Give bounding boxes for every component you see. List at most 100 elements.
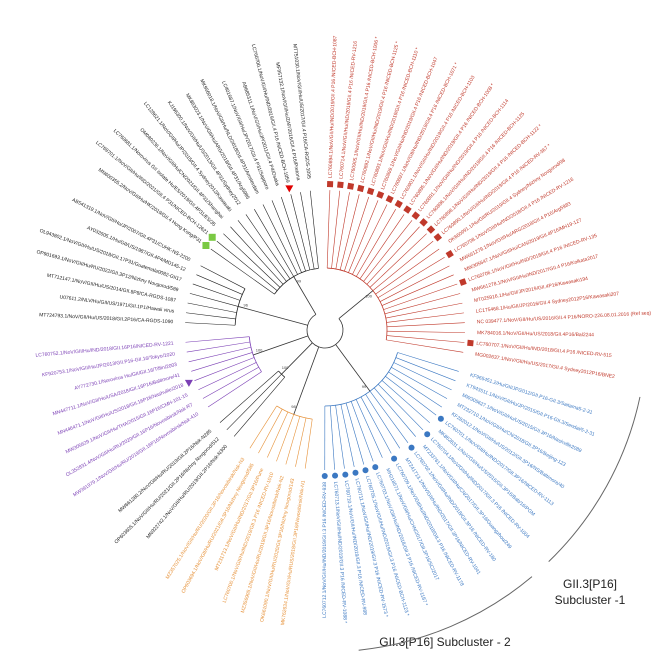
subcluster-1-label: GII.3[P16] <box>563 577 617 591</box>
marker-dot <box>321 472 328 479</box>
leaf-label: LC760712.1/NoV/GII/Hu/IND/2019/GII.3 P16… <box>322 482 328 618</box>
leaf-branch <box>262 204 298 275</box>
marker-square <box>357 184 365 193</box>
leaf-branch <box>383 283 458 310</box>
leaf-branch <box>188 346 252 363</box>
leaf-branch <box>360 396 392 454</box>
leaf-label: LC760713.1/NoV/GII/Hu/IND/2019/GII.3 P16… <box>332 481 348 623</box>
marker-square <box>394 199 403 209</box>
leaf-branch <box>202 366 259 399</box>
leaf-branch <box>345 402 365 465</box>
subcluster-1-label: Subcluster -1 <box>555 593 626 607</box>
marker-square <box>208 233 216 241</box>
leaf-branch <box>309 190 319 269</box>
leaf-branch <box>386 339 464 353</box>
support-value: 99 <box>362 384 367 389</box>
marker-dot <box>437 415 444 422</box>
clade-branch <box>293 276 317 315</box>
marker-square <box>376 190 385 199</box>
leaf-label: MT724793.1/NoV/GII/Hu/US/2018/GII.2P16/C… <box>39 312 174 325</box>
leaf-branch <box>348 200 379 273</box>
leaf-branch <box>280 196 306 272</box>
leaf-branch <box>230 226 284 285</box>
leaf-branch <box>335 405 345 469</box>
leaf-branch <box>377 256 445 299</box>
leaf-branch <box>258 409 283 454</box>
leaf-branch <box>359 214 405 280</box>
leaf-branch <box>295 417 307 467</box>
leaf-branch <box>377 384 424 431</box>
marker-dot <box>362 467 369 474</box>
leaf-branch <box>329 405 335 470</box>
support-value: 98 <box>291 404 296 409</box>
leaf-branch <box>198 362 257 391</box>
leaf-branch <box>385 302 463 319</box>
leaf-branch <box>386 312 464 323</box>
marker-triangle <box>285 185 294 193</box>
support-value: 100 <box>256 347 263 352</box>
leaf-branch <box>350 401 374 462</box>
leaf-branch <box>185 336 250 343</box>
leaf-branch <box>395 357 456 382</box>
leaf-branch <box>192 283 241 301</box>
marker-dot <box>352 469 359 476</box>
marker-dot <box>391 455 398 462</box>
leaf-branch <box>223 233 281 288</box>
leaf-branch <box>210 248 275 295</box>
marker-square <box>445 249 454 259</box>
marker-dot <box>408 444 415 451</box>
leaf-branch <box>384 293 461 315</box>
marker-dot <box>342 471 349 478</box>
leaf-branch <box>185 322 236 326</box>
support-value: 96 <box>243 303 248 308</box>
leaf-branch <box>216 240 278 291</box>
marker-square <box>202 241 210 249</box>
marker-square <box>347 182 355 190</box>
leaf-branch <box>388 371 443 408</box>
leaf-branch <box>339 194 360 270</box>
leaf-label: MK762634.1/NoV/GII/Hu/RUS/2018/GII.3P16/… <box>280 480 307 626</box>
leaf-label: LC760894.1/NoV/GII/Hu/IND/2019/GII.4 P16… <box>328 35 339 178</box>
leaf-branch <box>219 370 279 423</box>
leaf-branch <box>375 248 440 295</box>
leaf-branch <box>386 322 465 328</box>
support-value: 100 <box>282 365 289 370</box>
leaf-branch <box>344 196 370 272</box>
leaf-branch <box>189 293 239 307</box>
leaf-branch <box>369 233 427 288</box>
leaf-branch <box>276 414 295 462</box>
marker-square <box>385 195 394 204</box>
leaf-branch <box>200 265 246 289</box>
marker-dot <box>372 464 379 471</box>
support-value: 100 <box>365 294 372 299</box>
leaf-label: MK784016.1/NoV/GII/Hu/US/2018/GII.4P16/B… <box>477 330 594 338</box>
leaf-branch <box>326 190 331 269</box>
leaf-branch <box>356 209 396 277</box>
leaf-branch <box>233 376 285 437</box>
leaf-branch <box>393 362 452 391</box>
marker-dot <box>424 431 431 438</box>
leaf-branch <box>374 387 416 437</box>
leaf-branch <box>331 190 341 269</box>
leaf-branch <box>245 214 291 280</box>
marker-square <box>337 181 344 189</box>
leaf-branch <box>285 416 301 465</box>
clade-branch <box>338 290 374 319</box>
leaf-branch <box>369 391 409 443</box>
marker-square <box>411 211 420 220</box>
clade-branch <box>253 335 309 356</box>
subcluster-bracket <box>548 396 641 562</box>
marker-square <box>433 233 443 242</box>
marker-dot <box>332 472 339 479</box>
leaf-branch <box>355 399 383 458</box>
support-value: 99 <box>297 279 302 284</box>
leaf-branch <box>290 194 311 270</box>
marker-square <box>403 205 412 214</box>
marker-square <box>366 187 375 196</box>
leaf-branch <box>372 240 434 291</box>
leaf-branch <box>304 419 313 469</box>
marker-triangle <box>184 379 193 387</box>
leaf-branch <box>271 200 302 273</box>
marker-square <box>467 339 474 347</box>
